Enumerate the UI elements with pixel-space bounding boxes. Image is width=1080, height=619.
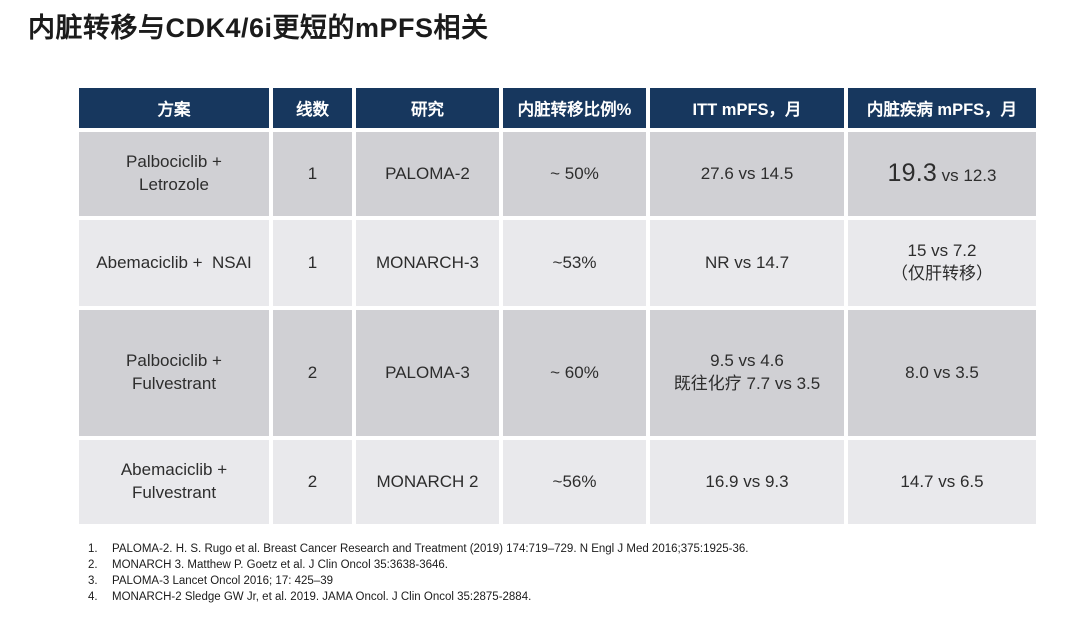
cell-visceral-mpfs: 14.7 vs 6.5 <box>848 440 1036 524</box>
table-row: Palbociclib + Fulvestrant 2 PALOMA-3 ~ 6… <box>79 310 1036 436</box>
table-row: Palbociclib + Letrozole 1 PALOMA-2 ~ 50%… <box>79 132 1036 216</box>
visceral-mpfs-emphasized-value: 19.3 <box>887 159 937 188</box>
table-header-row: 方案 线数 研究 内脏转移比例% ITT mPFS，月 内脏疾病 mPFS，月 <box>79 88 1036 128</box>
cell-regimen: Abemaciclib + NSAI <box>79 220 269 306</box>
reference-item: 3. PALOMA-3 Lancet Oncol 2016; 17: 425–3… <box>88 573 988 589</box>
reference-item: 2. MONARCH 3. Matthew P. Goetz et al. J … <box>88 557 988 573</box>
reference-number: 4. <box>88 591 98 603</box>
cell-line-number: 1 <box>273 132 352 216</box>
cell-itt-mpfs: NR vs 14.7 <box>650 220 844 306</box>
cell-visceral-met-pct: ~ 60% <box>503 310 646 436</box>
cell-study: PALOMA-3 <box>356 310 499 436</box>
cell-itt-mpfs: 27.6 vs 14.5 <box>650 132 844 216</box>
reference-text: PALOMA-3 Lancet Oncol 2016; 17: 425–39 <box>112 575 333 587</box>
column-header-visceral-mpfs: 内脏疾病 mPFS，月 <box>848 88 1036 128</box>
cell-study: PALOMA-2 <box>356 132 499 216</box>
table-row: Abemaciclib + NSAI 1 MONARCH-3 ~53% NR v… <box>79 220 1036 306</box>
reference-text: MONARCH-2 Sledge GW Jr, et al. 2019. JAM… <box>112 591 532 603</box>
page-title: 内脏转移与CDK4/6i更短的mPFS相关 <box>28 13 489 43</box>
cell-regimen: Abemaciclib + Fulvestrant <box>79 440 269 524</box>
table-row: Abemaciclib + Fulvestrant 2 MONARCH 2 ~5… <box>79 440 1036 524</box>
visceral-mpfs-rest-value: vs 12.3 <box>936 166 997 186</box>
column-header-itt-mpfs: ITT mPFS，月 <box>650 88 844 128</box>
cell-visceral-met-pct: ~53% <box>503 220 646 306</box>
reference-number: 2. <box>88 559 98 571</box>
cell-visceral-met-pct: ~56% <box>503 440 646 524</box>
cell-study: MONARCH 2 <box>356 440 499 524</box>
cell-line-number: 2 <box>273 440 352 524</box>
cell-regimen: Palbociclib + Fulvestrant <box>79 310 269 436</box>
cell-visceral-mpfs: 8.0 vs 3.5 <box>848 310 1036 436</box>
reference-text: MONARCH 3. Matthew P. Goetz et al. J Cli… <box>112 559 448 571</box>
reference-number: 1. <box>88 543 98 555</box>
cell-regimen: Palbociclib + Letrozole <box>79 132 269 216</box>
reference-item: 1. PALOMA-2. H. S. Rugo et al. Breast Ca… <box>88 541 988 557</box>
column-header-line-number: 线数 <box>273 88 352 128</box>
column-header-visceral-met-pct: 内脏转移比例% <box>503 88 646 128</box>
cell-line-number: 2 <box>273 310 352 436</box>
column-header-regimen: 方案 <box>79 88 269 128</box>
cell-visceral-met-pct: ~ 50% <box>503 132 646 216</box>
cell-visceral-mpfs: 15 vs 7.2 （仅肝转移） <box>848 220 1036 306</box>
column-header-study: 研究 <box>356 88 499 128</box>
cell-itt-mpfs: 9.5 vs 4.6 既往化疗 7.7 vs 3.5 <box>650 310 844 436</box>
cell-itt-mpfs: 16.9 vs 9.3 <box>650 440 844 524</box>
reference-item: 4. MONARCH-2 Sledge GW Jr, et al. 2019. … <box>88 589 988 605</box>
references-list: 1. PALOMA-2. H. S. Rugo et al. Breast Ca… <box>88 541 988 605</box>
cell-visceral-mpfs: 19.3 vs 12.3 <box>848 132 1036 216</box>
reference-text: PALOMA-2. H. S. Rugo et al. Breast Cance… <box>112 543 749 555</box>
reference-number: 3. <box>88 575 98 587</box>
cell-study: MONARCH-3 <box>356 220 499 306</box>
results-table: 方案 线数 研究 内脏转移比例% ITT mPFS，月 内脏疾病 mPFS，月 … <box>75 84 1040 528</box>
cell-line-number: 1 <box>273 220 352 306</box>
